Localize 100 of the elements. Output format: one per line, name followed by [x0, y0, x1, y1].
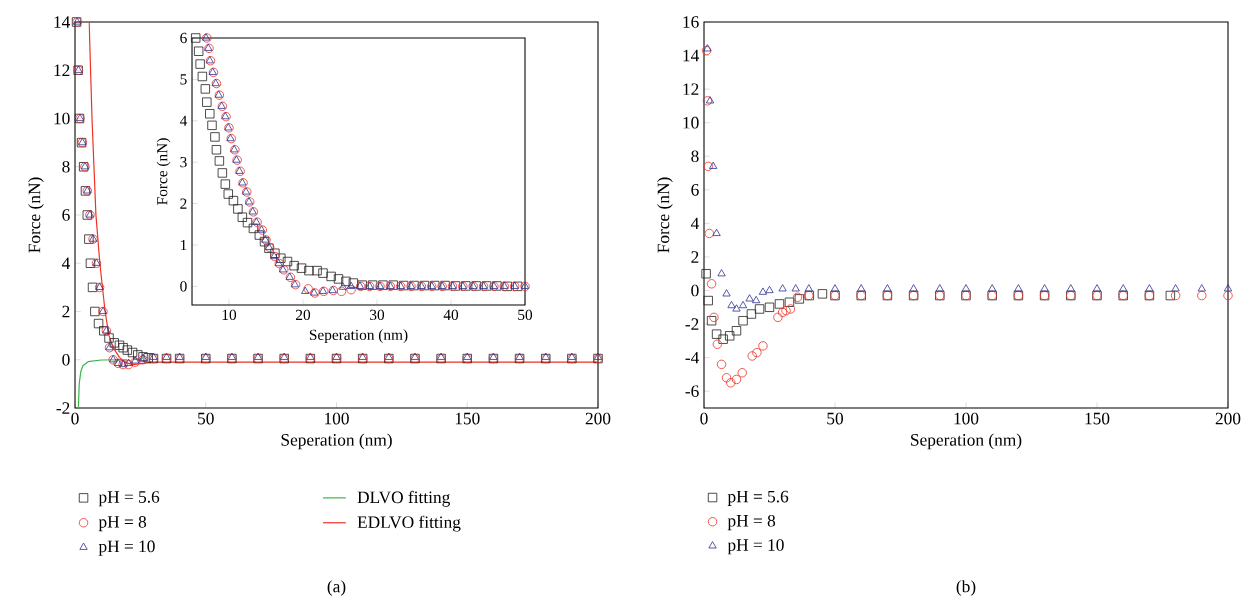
x-tick-label: 200 — [1215, 412, 1241, 425]
point — [197, 71, 208, 82]
x-axis-title: Seperation (nm) — [911, 433, 1022, 450]
point — [773, 312, 783, 323]
point — [1197, 284, 1206, 292]
y-tick-label: -4 — [685, 351, 700, 364]
y-tick-label: 6 — [180, 32, 187, 44]
y-axis-title: Force (nN) — [156, 138, 171, 205]
y-axis-title: Force (nN) — [28, 177, 44, 253]
point — [296, 263, 307, 273]
point — [704, 228, 714, 239]
point — [326, 271, 336, 282]
y-tick-label: -6 — [685, 385, 699, 398]
point — [706, 316, 717, 326]
y-tick-label: 4 — [61, 257, 71, 269]
legend-label: pH = 10 — [98, 540, 155, 556]
point — [752, 347, 762, 358]
point — [731, 374, 742, 385]
y-tick-label: 14 — [683, 49, 700, 62]
point — [358, 352, 367, 360]
y-tick-label: 12 — [683, 83, 699, 95]
y-tick-label: 8 — [62, 160, 70, 173]
point — [384, 352, 393, 360]
point — [745, 294, 754, 302]
y-tick-label: 10 — [683, 116, 699, 129]
legend-label: pH = 10 — [727, 539, 784, 555]
point — [703, 161, 713, 171]
point — [123, 359, 134, 370]
point — [909, 284, 918, 292]
point — [242, 217, 253, 228]
y-axis-title: Force (nN) — [657, 177, 673, 253]
x-tick-label: 0 — [700, 412, 708, 425]
point — [785, 304, 796, 314]
point — [752, 295, 761, 304]
point — [988, 284, 997, 292]
point — [765, 285, 774, 294]
point — [162, 352, 171, 360]
point — [721, 373, 732, 383]
point — [341, 276, 351, 287]
point — [333, 274, 344, 284]
point — [210, 132, 220, 142]
point — [961, 284, 971, 292]
point — [732, 304, 741, 312]
point — [1170, 290, 1181, 301]
point — [804, 284, 813, 292]
point — [737, 368, 747, 378]
point — [233, 204, 243, 214]
point — [109, 338, 119, 348]
point — [774, 299, 785, 309]
point — [220, 179, 230, 189]
legend-label: EDLVO fitting — [357, 515, 461, 532]
point — [114, 340, 125, 350]
y-tick-label: 0 — [691, 284, 699, 297]
point — [709, 312, 719, 323]
point — [1092, 284, 1102, 292]
y-tick-label: 8 — [691, 150, 699, 163]
point — [747, 351, 757, 361]
y-tick-label: 2 — [180, 198, 187, 209]
y-tick-label: 2 — [691, 251, 699, 263]
point — [593, 352, 603, 360]
y-tick-label: -2 — [56, 402, 70, 414]
point — [738, 300, 748, 309]
legend-label: pH = 8 — [98, 516, 147, 532]
point — [515, 352, 524, 360]
point — [84, 234, 94, 244]
x-axis-title: Seperation (nm) — [281, 433, 392, 450]
point — [254, 230, 265, 240]
point — [758, 341, 768, 351]
point — [1014, 284, 1023, 292]
point — [201, 352, 210, 360]
point — [883, 284, 892, 292]
point — [1119, 284, 1128, 292]
y-tick-label: 1 — [180, 239, 187, 251]
point — [726, 378, 736, 388]
point — [253, 352, 263, 360]
point — [207, 120, 217, 130]
point — [935, 284, 944, 292]
x-tick-label: 20 — [296, 309, 311, 321]
point — [93, 318, 104, 329]
y-tick-label: 10 — [54, 112, 70, 125]
y-tick-label: 4 — [179, 115, 188, 126]
point — [223, 189, 233, 199]
y-tick-label: 3 — [180, 157, 187, 168]
point — [764, 302, 775, 312]
point — [85, 258, 96, 268]
point — [709, 161, 718, 169]
point — [722, 289, 731, 297]
y-tick-label: 12 — [54, 64, 70, 76]
y-tick-label: 14 — [54, 16, 71, 28]
point — [191, 33, 201, 43]
point — [304, 265, 314, 276]
point — [346, 285, 356, 295]
point — [738, 316, 748, 326]
point — [200, 84, 210, 94]
point — [711, 329, 722, 339]
point — [194, 46, 204, 56]
point — [122, 345, 132, 355]
point — [701, 269, 711, 279]
point — [306, 352, 315, 360]
point — [784, 297, 795, 307]
